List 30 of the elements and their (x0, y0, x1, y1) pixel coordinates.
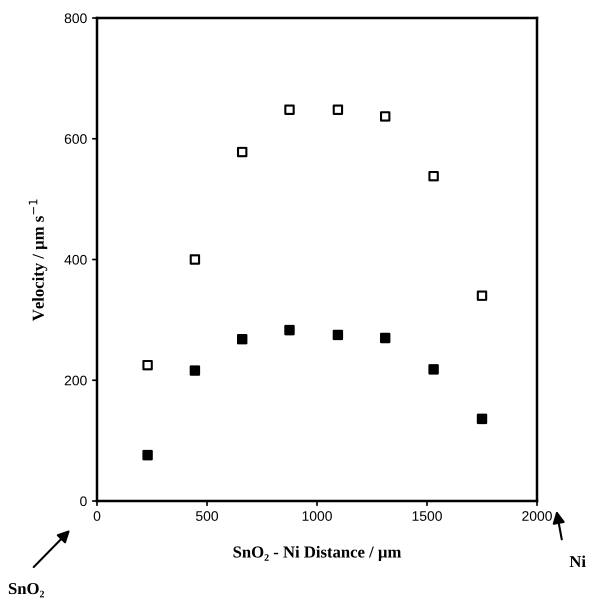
point (476, 414, 488, 424)
point (284, 104, 295, 115)
point (332, 104, 344, 115)
y-tick-label: 800 (64, 13, 87, 24)
point (380, 332, 390, 344)
text: Ni (570, 555, 586, 568)
point (476, 290, 488, 301)
x-tick-label: 1000 (302, 511, 332, 521)
x-tick-label: 0 (94, 511, 100, 521)
point (142, 450, 153, 460)
text: SnO₂ (8, 582, 44, 598)
y-axis-title: Velocity / µm s$^{−1}$ (28, 199, 48, 321)
point (428, 364, 439, 375)
point (428, 170, 439, 182)
point (236, 146, 248, 158)
point (190, 254, 200, 265)
y-tick-label: 0 (80, 496, 87, 506)
y-tick-label: 200 (64, 376, 87, 386)
y-tick-label: 400 (64, 254, 87, 265)
x-tick-label: 2000 (522, 511, 552, 521)
point (142, 360, 153, 370)
point (380, 111, 390, 122)
point (236, 334, 248, 344)
x-tick-label: 1500 (412, 511, 442, 521)
point (332, 330, 344, 340)
x-tick-label: 500 (196, 511, 218, 521)
y-tick-label: 600 (64, 134, 87, 144)
point (284, 324, 295, 336)
point (190, 365, 200, 376)
x-axis-title: SnO₂ - Ni Distance / µm (234, 546, 402, 562)
